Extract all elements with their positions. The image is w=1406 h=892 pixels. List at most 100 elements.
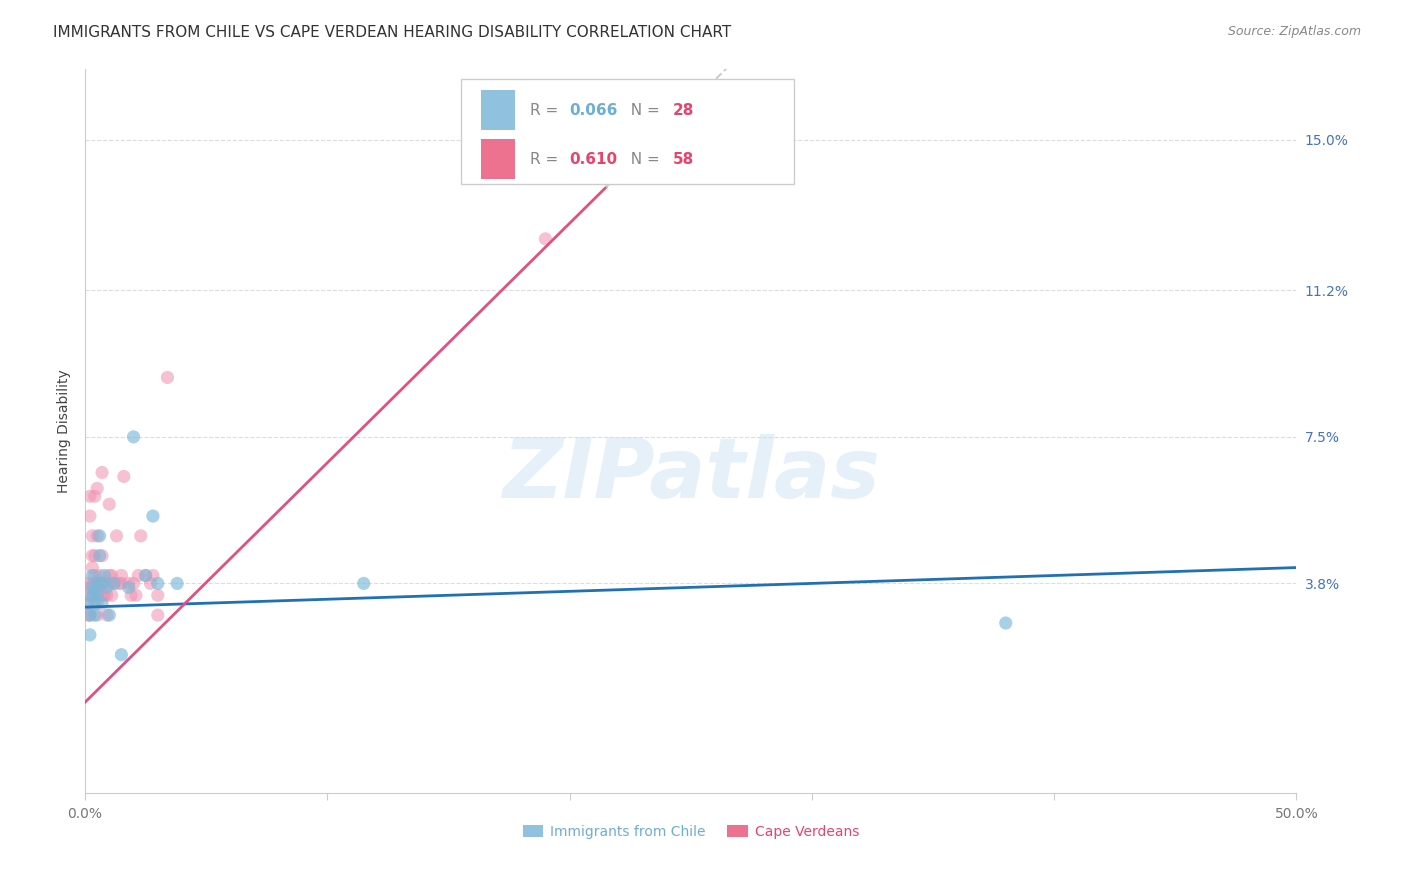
Text: ZIPatlas: ZIPatlas xyxy=(502,434,880,515)
Point xyxy=(96,580,118,594)
Point xyxy=(91,549,114,563)
Point xyxy=(83,568,105,582)
Point xyxy=(108,576,131,591)
Bar xyxy=(481,139,515,179)
Legend: Immigrants from Chile, Cape Verdeans: Immigrants from Chile, Cape Verdeans xyxy=(517,819,865,845)
Point xyxy=(82,588,104,602)
Point xyxy=(139,576,162,591)
Point xyxy=(100,568,122,582)
Text: R =: R = xyxy=(530,103,568,118)
Point xyxy=(93,568,115,582)
Point xyxy=(82,576,104,591)
Point xyxy=(79,509,101,524)
Text: 0.610: 0.610 xyxy=(569,152,617,167)
Point xyxy=(96,588,118,602)
Point xyxy=(89,549,111,563)
Point xyxy=(98,568,121,582)
Point xyxy=(86,576,108,591)
Point xyxy=(86,576,108,591)
Point xyxy=(353,576,375,591)
Text: N =: N = xyxy=(620,103,664,118)
Point xyxy=(79,608,101,623)
Point xyxy=(86,481,108,495)
Point xyxy=(125,588,148,602)
Point xyxy=(146,588,169,602)
Point xyxy=(105,529,128,543)
Point xyxy=(118,580,141,594)
Point xyxy=(534,232,557,246)
Point xyxy=(112,469,135,483)
Point xyxy=(142,568,165,582)
Point xyxy=(86,608,108,623)
Point xyxy=(86,529,108,543)
Point xyxy=(118,576,141,591)
Point xyxy=(120,588,142,602)
Point xyxy=(93,588,115,602)
Point xyxy=(83,596,105,610)
Point xyxy=(82,529,104,543)
Text: 0.066: 0.066 xyxy=(569,103,619,118)
Point xyxy=(129,529,152,543)
Point xyxy=(79,580,101,594)
Point xyxy=(96,608,118,623)
Point xyxy=(76,608,98,623)
Point xyxy=(82,560,104,574)
Text: N =: N = xyxy=(620,152,664,167)
Point xyxy=(146,576,169,591)
Text: 28: 28 xyxy=(672,103,695,118)
Text: IMMIGRANTS FROM CHILE VS CAPE VERDEAN HEARING DISABILITY CORRELATION CHART: IMMIGRANTS FROM CHILE VS CAPE VERDEAN HE… xyxy=(53,25,731,40)
Point xyxy=(83,489,105,503)
Point xyxy=(110,648,132,662)
Point xyxy=(89,576,111,591)
Point xyxy=(110,568,132,582)
Point xyxy=(89,568,111,582)
FancyBboxPatch shape xyxy=(461,79,794,185)
Point xyxy=(76,596,98,610)
Point xyxy=(103,576,125,591)
Point xyxy=(166,576,188,591)
Point xyxy=(146,608,169,623)
Point xyxy=(91,588,114,602)
Point xyxy=(98,576,121,591)
Point xyxy=(83,608,105,623)
Point xyxy=(79,628,101,642)
Point xyxy=(83,588,105,602)
Point xyxy=(82,549,104,563)
Bar xyxy=(481,90,515,130)
Point xyxy=(98,608,121,623)
Point xyxy=(82,580,104,594)
Point xyxy=(91,466,114,480)
Point xyxy=(86,596,108,610)
Point xyxy=(76,576,98,591)
Point xyxy=(83,549,105,563)
Point xyxy=(91,576,114,591)
Text: 58: 58 xyxy=(672,152,693,167)
Point xyxy=(103,576,125,591)
Point xyxy=(122,430,145,444)
Point xyxy=(142,509,165,524)
Point xyxy=(76,588,98,602)
Point xyxy=(82,588,104,602)
Point xyxy=(994,615,1017,630)
Point xyxy=(83,584,105,599)
Point xyxy=(89,588,111,602)
Point xyxy=(135,568,157,582)
Point xyxy=(135,568,157,582)
Text: Source: ZipAtlas.com: Source: ZipAtlas.com xyxy=(1227,25,1361,38)
Point xyxy=(91,576,114,591)
Point xyxy=(93,576,115,591)
Point xyxy=(82,568,104,582)
Point xyxy=(89,529,111,543)
Point xyxy=(110,576,132,591)
Point xyxy=(79,608,101,623)
Point xyxy=(86,588,108,602)
Y-axis label: Hearing Disability: Hearing Disability xyxy=(58,369,72,492)
Point xyxy=(100,588,122,602)
Point xyxy=(122,576,145,591)
Point xyxy=(91,596,114,610)
Point xyxy=(79,596,101,610)
Text: R =: R = xyxy=(530,152,568,167)
Point xyxy=(127,568,149,582)
Point xyxy=(83,576,105,591)
Point xyxy=(98,497,121,511)
